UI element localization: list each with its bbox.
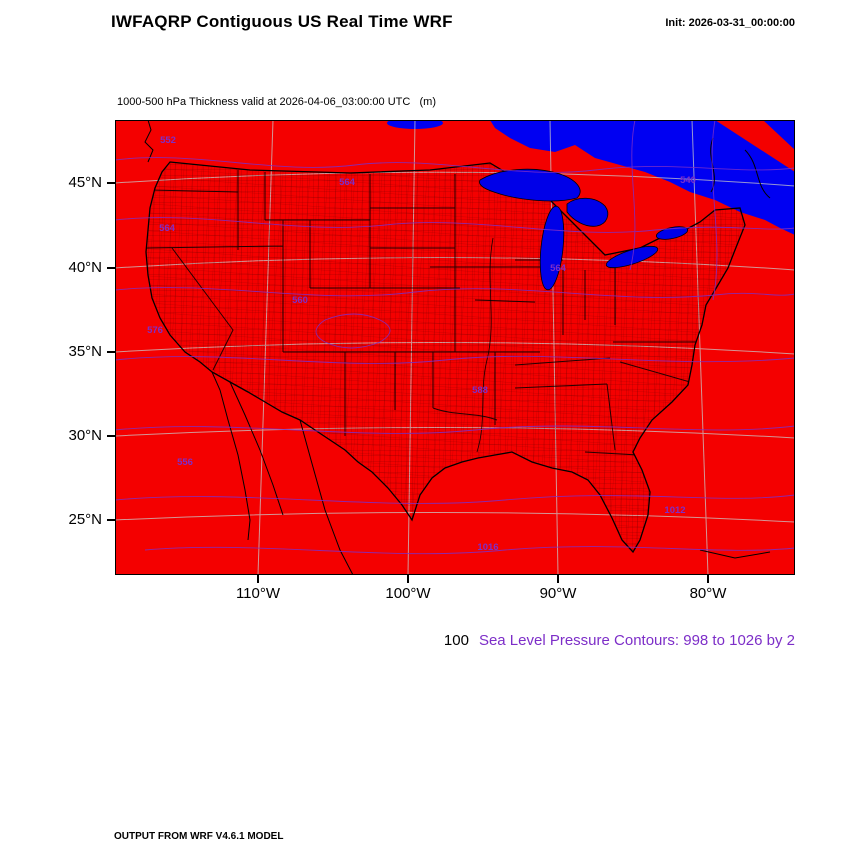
- state-border-lines: [146, 170, 705, 457]
- map-plot: 552 564 564 576 560 564 540 588 556 1016…: [114, 117, 796, 576]
- y-tick-25n: 25°N: [68, 511, 102, 528]
- x-tick-100w: 100°W: [385, 585, 431, 602]
- y-tickmark: [107, 351, 115, 353]
- contour-1: [114, 157, 796, 173]
- subtitle-line-1: 1000-500 hPa Thickness valid at 2026-04-…: [117, 96, 436, 108]
- contour-8: [711, 119, 718, 301]
- caption-text: Sea Level Pressure Contours: 998 to 1026…: [478, 632, 795, 649]
- gulf-of-california: [229, 381, 284, 516]
- contour-6: [114, 494, 796, 504]
- pacific-canada-coast: [144, 119, 154, 163]
- contour-label: 1016: [477, 542, 498, 553]
- contour-label: 564: [159, 223, 176, 234]
- contour-label: 588: [472, 385, 488, 396]
- y-tick-45n: 45°N: [68, 174, 102, 191]
- x-tick-110w: 110°W: [235, 585, 281, 602]
- y-tick-35n: 35°N: [68, 343, 102, 360]
- cuba-coast: [699, 549, 771, 559]
- contour-label: 576: [147, 325, 163, 336]
- lake-erie: [605, 245, 659, 269]
- lake-superior: [479, 168, 581, 202]
- page-title: IWFAQRP Contiguous US Real Time WRF: [111, 12, 453, 31]
- contour-9: [629, 119, 636, 271]
- contour-5: [114, 425, 796, 434]
- contour-2: [114, 217, 796, 233]
- contour-label: 1012: [664, 505, 685, 516]
- contour-closed-low: [315, 313, 391, 349]
- init-timestamp: Init: 2026-03-31_00:00:00: [665, 17, 795, 29]
- x-tickmark: [257, 575, 259, 583]
- mexico-mainland-coast: [299, 419, 354, 576]
- contour-label: 560: [292, 295, 308, 306]
- y-tickmark: [107, 435, 115, 437]
- contour-label: 564: [550, 263, 567, 274]
- y-tick-30n: 30°N: [68, 427, 102, 444]
- mexico-coastlines: [211, 371, 771, 576]
- state-borders: [146, 170, 705, 457]
- x-tickmark: [707, 575, 709, 583]
- map-svg: 552 564 564 576 560 564 540 588 556 1016…: [114, 117, 796, 576]
- great-lakes: [479, 168, 689, 291]
- lake-ontario: [655, 226, 689, 240]
- x-tick-80w: 80°W: [689, 585, 727, 602]
- contour-4: [114, 355, 796, 364]
- x-tickmark: [557, 575, 559, 583]
- plot-frame: [115, 120, 795, 575]
- lake-huron: [566, 197, 609, 227]
- y-tickmark: [107, 519, 115, 521]
- model-info-footer: OUTPUT FROM WRF V4.6.1 MODEL WE = 580 ; …: [114, 806, 522, 850]
- x-tickmark: [407, 575, 409, 583]
- cold-region-warm-streak: [715, 120, 795, 172]
- parallel-25n: [114, 511, 796, 523]
- baja-peninsula: [211, 371, 251, 541]
- contour-labels: 552 564 564 576 560 564 540 588 556 1016…: [147, 135, 696, 553]
- lake-michigan: [539, 205, 565, 291]
- cold-region-polygon: [490, 120, 795, 235]
- mississippi-river: [476, 237, 494, 453]
- contour-3: [114, 287, 796, 298]
- canada-lake-line-2: [744, 149, 771, 199]
- contour-label: 552: [160, 135, 176, 146]
- footer-line-1: OUTPUT FROM WRF V4.6.1 MODEL: [114, 831, 284, 842]
- y-tickmark: [107, 182, 115, 184]
- x-tick-90w: 90°W: [539, 585, 577, 602]
- contour-7: [144, 546, 796, 555]
- contour-label: 556: [177, 457, 193, 468]
- y-tick-40n: 40°N: [68, 259, 102, 276]
- meridian-80w: [691, 119, 709, 576]
- caption-prefix: 100: [443, 632, 469, 649]
- y-tickmark: [107, 267, 115, 269]
- contour-caption: 100 Sea Level Pressure Contours: 998 to 1…: [427, 615, 795, 666]
- contour-label: 540: [680, 175, 696, 186]
- pressure-contours: [114, 119, 796, 555]
- contour-label: 564: [339, 177, 356, 188]
